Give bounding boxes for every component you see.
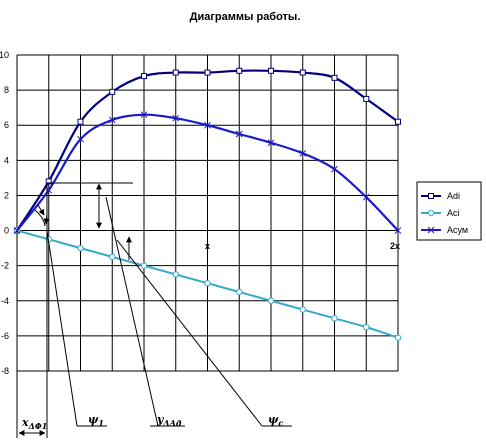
center-mark: x [205,241,210,251]
data-point [141,73,147,80]
legend-label: Adi [447,191,460,201]
x-dim-label: xΔΦ1 [21,416,47,431]
data-point [204,280,211,287]
data-point [13,227,21,234]
y-tick-label: 6 [4,120,9,130]
data-point [394,227,402,234]
data-point [331,315,338,322]
legend-entry: Асум [421,225,468,235]
data-point [204,121,211,129]
data-point [45,178,52,185]
y-tick-label: -2 [1,261,9,271]
y-delta-label: yΔAд [156,413,182,428]
legend-entry: Adi [421,191,460,201]
psic-label: ψc [268,413,283,428]
data-point [140,262,148,269]
grid [16,54,399,372]
annotation-lines [16,182,292,438]
y-tick-label: 0 [4,226,9,236]
data-point [268,67,274,74]
data-point [77,118,84,125]
data-point [109,253,116,261]
y-tick-label: 4 [4,155,9,165]
data-point [267,297,275,304]
data-point [77,244,84,252]
data-point [267,139,275,147]
data-point [362,193,370,201]
data-point [109,88,116,95]
psi1-label: ψ1 [88,413,104,428]
data-point [172,69,179,76]
legend: Adi Aci Асум [416,181,482,241]
data-point [108,116,116,124]
y-leader [105,196,159,427]
data-point [394,334,402,341]
data-point [299,149,307,157]
data-point [77,135,84,143]
data-point [204,69,211,76]
data-point [172,271,179,278]
legend-label: Aci [447,208,460,218]
data-point [299,306,306,313]
y-tick-label: -6 [1,331,9,341]
data-point [235,130,243,138]
legend-entry: Aci [421,208,460,218]
y-tick-label: 8 [4,85,9,95]
y-axis-ticks: 10 8 6 4 2 0 -2 -4 -6 -8 [0,50,9,376]
y-tick-label: -4 [1,296,9,306]
data-point [427,226,435,234]
psi1-arc [34,209,46,227]
data-point [427,209,435,217]
psi1-leader [46,230,78,427]
end-mark: 2x [390,241,400,251]
series-layer [13,67,402,341]
data-point [395,118,401,125]
y-tick-label: -8 [1,366,9,376]
data-point [236,288,243,296]
psic-leader [116,239,263,427]
chart-title: Диаграммы работы. [190,11,301,23]
data-point [428,193,434,199]
data-point [236,67,243,74]
psi1-arrow-b [43,213,50,225]
y-tick-label: 2 [4,190,9,200]
series-Асум [13,111,402,234]
legend-label: Асум [447,225,468,235]
y-tick-label: 10 [0,50,9,60]
data-point [363,95,370,102]
data-point [140,111,148,119]
data-point [363,323,370,331]
data-point [331,165,338,173]
data-point [172,114,180,122]
data-point [331,74,338,81]
data-point [299,69,306,76]
psi1-arrow-a [37,204,45,216]
